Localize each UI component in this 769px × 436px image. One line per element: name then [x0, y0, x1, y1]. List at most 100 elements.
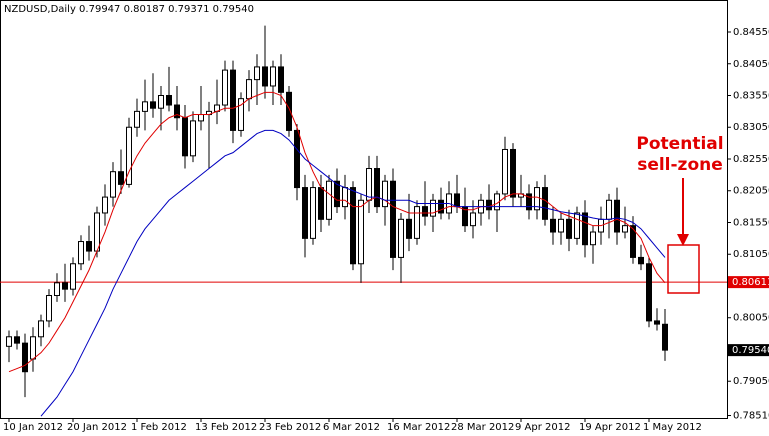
candle-body: [414, 206, 420, 239]
price-label-box: [728, 344, 769, 357]
moving-average: [40, 129, 666, 417]
x-tick-label: 1 May 2012: [643, 422, 702, 433]
candle-body: [270, 66, 276, 87]
annotation: sell-zone: [637, 155, 723, 175]
x-tick-label: 6 Mar 2012: [323, 422, 380, 433]
x-tick-label: 23 Feb 2012: [259, 422, 321, 433]
sell-zone-box: [667, 244, 700, 294]
candle-body: [470, 212, 476, 227]
candle-body: [294, 129, 300, 189]
candle-body: [86, 241, 92, 252]
candle-body: [246, 79, 252, 100]
candle-body: [78, 241, 84, 265]
candle-body: [646, 263, 652, 322]
candle-body: [486, 199, 492, 211]
candle-body: [310, 187, 316, 239]
candle-body: [110, 171, 116, 198]
candle-body: [574, 212, 580, 239]
candle-body: [526, 193, 532, 211]
candle-body: [502, 148, 508, 195]
candle-body: [614, 199, 620, 233]
x-tick-label: 16 Mar 2012: [387, 422, 450, 433]
candle-body: [318, 187, 324, 220]
x-tick-label: 1 Feb 2012: [131, 422, 187, 433]
candle-body: [326, 180, 332, 220]
candle-body: [630, 225, 636, 258]
candle-body: [70, 263, 76, 290]
moving-average: [8, 91, 666, 373]
candle-body: [398, 218, 404, 258]
candle-body: [638, 256, 644, 265]
candle-body: [22, 342, 28, 373]
candle-body: [334, 180, 340, 208]
candle-body: [550, 218, 556, 233]
candle-body: [30, 336, 36, 360]
candle-body: [262, 66, 268, 87]
x-tick-label: 10 Jan 2012: [3, 422, 63, 433]
candle-body: [198, 114, 204, 122]
candle-body: [126, 126, 132, 185]
candle-body: [158, 94, 164, 109]
candle-body: [286, 91, 292, 131]
candle-body: [622, 225, 628, 233]
candle-body: [430, 199, 436, 217]
candle-body: [54, 282, 60, 297]
candle-body: [342, 187, 348, 208]
candle-body: [510, 148, 516, 198]
candle-body: [278, 66, 284, 93]
candle-body: [174, 104, 180, 119]
candle-body: [582, 212, 588, 246]
candle-body: [422, 206, 428, 217]
y-tick-label: 0.78510: [733, 411, 769, 422]
candle-body: [390, 180, 396, 258]
candle-body: [62, 282, 68, 290]
candle-body: [150, 101, 156, 109]
candle-body: [590, 231, 596, 246]
candle-body: [302, 187, 308, 239]
candle-body: [230, 69, 236, 131]
x-tick-label: 13 Feb 2012: [195, 422, 257, 433]
candle-body: [166, 94, 172, 106]
candle-body: [102, 196, 108, 214]
candle-body: [38, 320, 44, 338]
x-tick-label: 9 Apr 2012: [515, 422, 570, 433]
candle-body: [366, 168, 372, 201]
candle-body: [6, 336, 12, 347]
candle-body: [254, 66, 260, 81]
candle-body: [238, 98, 244, 131]
x-tick-label: 28 Mar 2012: [451, 422, 514, 433]
candle-body: [374, 168, 380, 208]
annotation: Potential: [636, 134, 723, 154]
price-label: 0.79540: [732, 345, 769, 356]
candle-body: [46, 295, 52, 322]
x-tick-label: 19 Apr 2012: [579, 422, 641, 433]
candle-body: [358, 199, 364, 265]
candle-body: [382, 180, 388, 208]
candle-body: [662, 323, 668, 351]
candle-body: [406, 218, 412, 239]
candle-body: [142, 101, 148, 112]
candle-body: [94, 212, 100, 252]
candle-body: [118, 171, 124, 185]
candle-body: [558, 218, 564, 233]
candle-body: [438, 199, 444, 214]
chart-title: NZDUSD,Daily 0.79947 0.80187 0.79371 0.7…: [4, 4, 254, 15]
price-label-box: [728, 276, 769, 289]
x-tick-label: 20 Jan 2012: [67, 422, 127, 433]
candle-body: [134, 110, 140, 128]
candle-body: [542, 187, 548, 220]
candle-body: [566, 218, 572, 239]
candle-body: [222, 69, 228, 106]
candle-body: [14, 336, 20, 344]
